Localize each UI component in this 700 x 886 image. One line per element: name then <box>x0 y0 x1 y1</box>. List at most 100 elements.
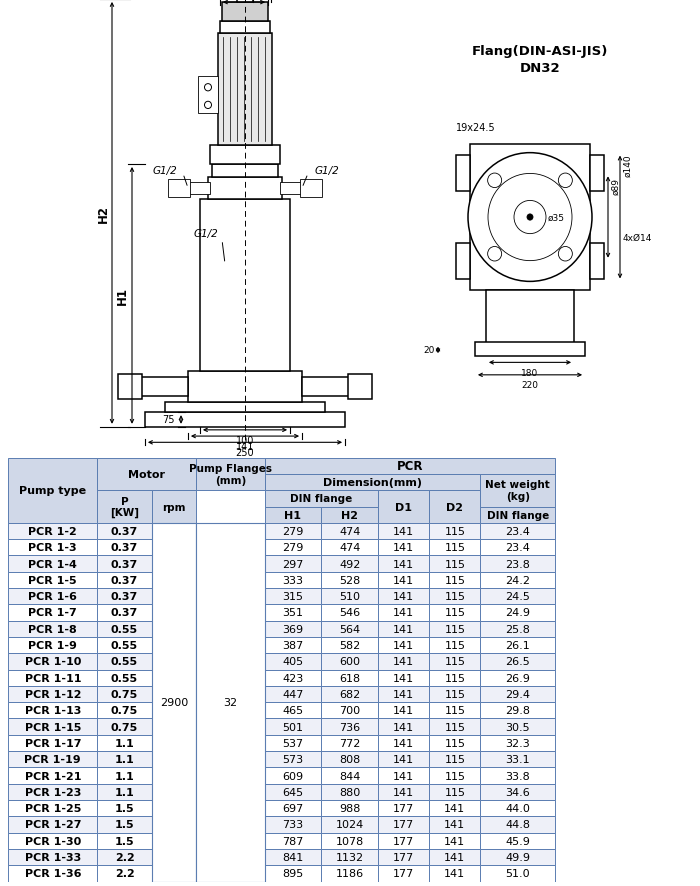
Text: 141: 141 <box>393 657 414 666</box>
Bar <box>118 375 142 400</box>
Bar <box>97 491 152 524</box>
Bar <box>168 179 190 198</box>
Bar <box>97 637 152 654</box>
Text: 141: 141 <box>393 624 414 634</box>
Bar <box>97 524 152 540</box>
Bar <box>265 767 321 784</box>
Bar <box>265 474 480 491</box>
Text: 141: 141 <box>393 754 414 765</box>
Text: 1.5: 1.5 <box>115 804 134 813</box>
Bar <box>97 833 152 849</box>
Text: rpm: rpm <box>162 502 186 512</box>
Text: 988: 988 <box>339 804 361 813</box>
Text: PCR 1-4: PCR 1-4 <box>29 559 77 569</box>
Bar <box>429 491 480 524</box>
Text: 573: 573 <box>282 754 304 765</box>
Text: 141: 141 <box>444 852 466 862</box>
Text: 26.1: 26.1 <box>505 641 530 650</box>
Text: PCR 1-15: PCR 1-15 <box>25 722 81 732</box>
Bar <box>196 719 265 735</box>
Bar <box>480 719 555 735</box>
Bar <box>152 654 196 670</box>
Bar <box>196 637 265 654</box>
Text: ø89: ø89 <box>611 178 620 195</box>
Bar <box>265 458 555 474</box>
Bar <box>97 703 152 719</box>
Bar <box>429 703 480 719</box>
Bar <box>152 588 196 604</box>
Bar <box>8 621 97 637</box>
Text: DIN flange: DIN flange <box>290 494 352 504</box>
Text: 115: 115 <box>444 592 466 602</box>
Bar <box>265 816 321 833</box>
Bar <box>321 524 378 540</box>
Text: 26.9: 26.9 <box>505 673 530 683</box>
Bar <box>152 621 196 637</box>
Text: 115: 115 <box>444 705 466 716</box>
Bar <box>378 556 429 572</box>
Text: 115: 115 <box>444 787 466 797</box>
Text: PCR 1-7: PCR 1-7 <box>29 608 77 618</box>
Bar <box>265 588 321 604</box>
Bar <box>196 767 265 784</box>
Bar <box>480 588 555 604</box>
Text: 0.55: 0.55 <box>111 641 138 650</box>
Text: 0.37: 0.37 <box>111 559 138 569</box>
Text: 1.1: 1.1 <box>115 754 134 765</box>
Bar <box>429 849 480 866</box>
Bar <box>196 621 265 637</box>
Bar <box>280 183 302 195</box>
Bar <box>8 654 97 670</box>
Bar <box>429 784 480 800</box>
Text: G1/2: G1/2 <box>193 229 218 238</box>
Bar <box>152 735 196 751</box>
Text: PCR 1-5: PCR 1-5 <box>29 575 77 586</box>
Text: H1: H1 <box>284 510 302 520</box>
Text: Motor: Motor <box>128 470 165 479</box>
Text: 24.5: 24.5 <box>505 592 530 602</box>
Bar <box>265 604 321 621</box>
Text: 0.55: 0.55 <box>111 657 138 666</box>
Text: 0.37: 0.37 <box>111 575 138 586</box>
Bar <box>321 866 378 882</box>
Bar <box>429 735 480 751</box>
Bar <box>97 621 152 637</box>
Bar <box>196 572 265 588</box>
Bar <box>97 556 152 572</box>
Bar <box>321 833 378 849</box>
Text: 297: 297 <box>282 559 304 569</box>
Bar <box>321 637 378 654</box>
Text: 609: 609 <box>282 771 304 781</box>
Text: D1: D1 <box>395 502 412 512</box>
Text: 1.1: 1.1 <box>115 771 134 781</box>
Bar <box>265 719 321 735</box>
Text: PCR 1-6: PCR 1-6 <box>29 592 77 602</box>
Text: 115: 115 <box>444 542 466 553</box>
Bar <box>196 604 265 621</box>
Bar <box>152 524 196 540</box>
Bar <box>590 156 604 192</box>
Bar <box>196 670 265 686</box>
Bar <box>348 375 372 400</box>
Text: DIN flange: DIN flange <box>486 510 549 520</box>
Text: 387: 387 <box>282 641 304 650</box>
Circle shape <box>204 84 211 92</box>
Text: 115: 115 <box>444 722 466 732</box>
Text: 1.5: 1.5 <box>115 820 134 829</box>
Bar <box>590 244 604 280</box>
Text: 45.9: 45.9 <box>505 835 530 846</box>
Bar <box>480 800 555 816</box>
Bar <box>200 200 290 371</box>
Bar <box>480 637 555 654</box>
Bar <box>196 866 265 882</box>
Text: 141: 141 <box>444 804 466 813</box>
Text: 351: 351 <box>283 608 304 618</box>
Text: 772: 772 <box>339 738 361 748</box>
Text: 29.4: 29.4 <box>505 689 530 699</box>
Bar <box>321 654 378 670</box>
Bar <box>378 491 429 524</box>
Text: 141: 141 <box>393 542 414 553</box>
Bar <box>152 637 196 654</box>
Bar <box>480 621 555 637</box>
Text: 844: 844 <box>339 771 361 781</box>
